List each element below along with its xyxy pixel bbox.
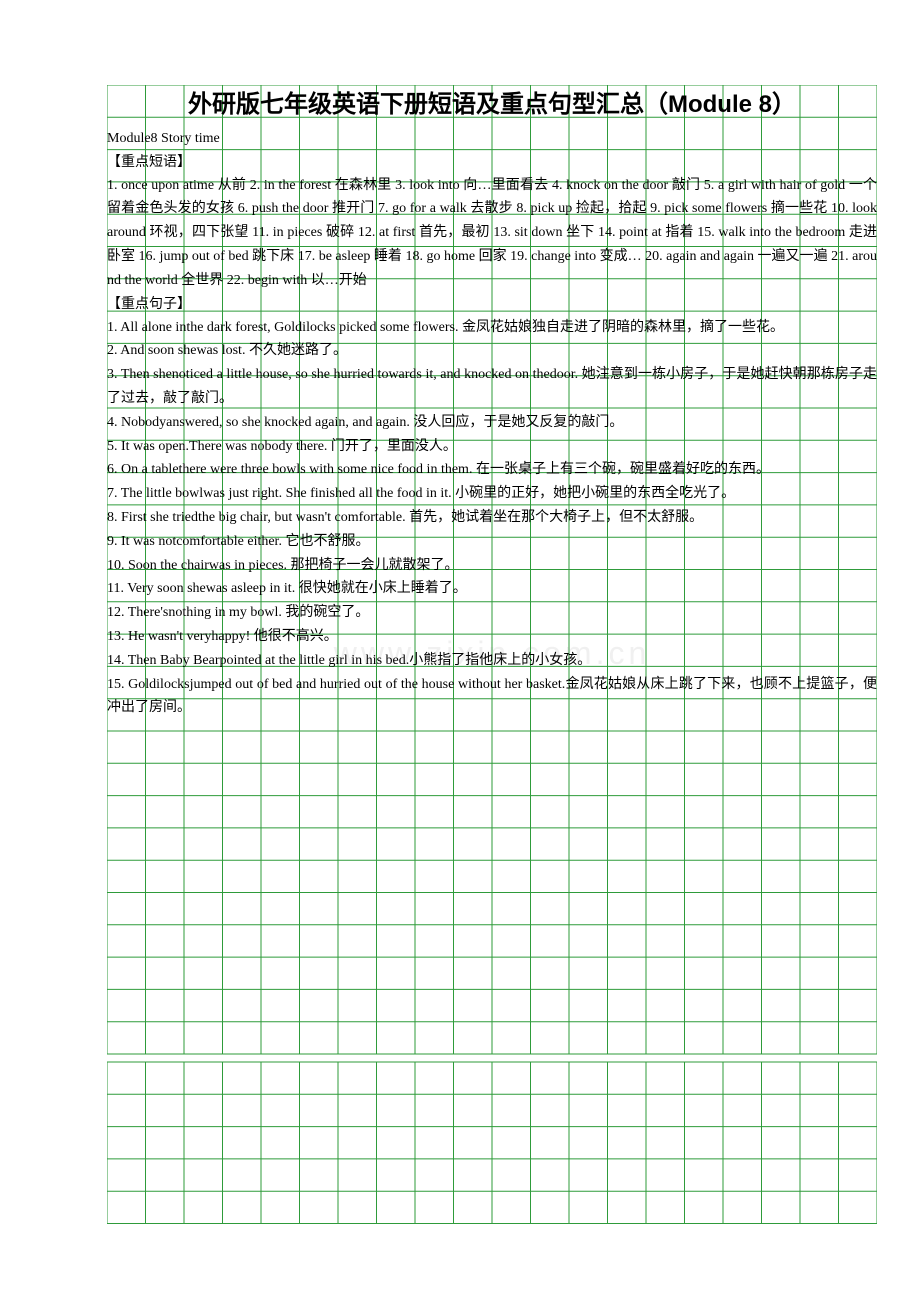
sentence-item: 14. Then Baby Bearpointed at the little … xyxy=(107,649,877,673)
sentence-item: 7. The little bowlwas just right. She fi… xyxy=(107,482,877,506)
phrases-text: 1. once upon atime 从前 2. in the forest 在… xyxy=(107,174,877,293)
sentence-item: 2. And soon shewas lost. 不久她迷路了。 xyxy=(107,339,877,363)
sentence-item: 13. He wasn't veryhappy! 他很不高兴。 xyxy=(107,625,877,649)
sentence-item: 5. It was open.There was nobody there. 门… xyxy=(107,435,877,459)
sentences-section-header: 【重点句子】 xyxy=(107,293,877,316)
phrases-section-header: 【重点短语】 xyxy=(107,151,877,174)
sentence-item: 9. It was notcomfortable either. 它也不舒服。 xyxy=(107,530,877,554)
sentence-item: 1. All alone inthe dark forest, Goldiloc… xyxy=(107,316,877,340)
module-subtitle: Module8 Story time xyxy=(107,128,877,151)
sentence-item: 3. Then shenoticed a little house, so sh… xyxy=(107,363,877,411)
document-content: 外研版七年级英语下册短语及重点句型汇总（Module 8） Module8 St… xyxy=(107,85,877,720)
sentence-item: 10. Soon the chairwas in pieces. 那把椅子一会儿… xyxy=(107,554,877,578)
sentence-item: 12. There'snothing in my bowl. 我的碗空了。 xyxy=(107,601,877,625)
page-title: 外研版七年级英语下册短语及重点句型汇总（Module 8） xyxy=(107,85,877,128)
sentence-item: 4. Nobodyanswered, so she knocked again,… xyxy=(107,411,877,435)
sentence-item: 6. On a tablethere were three bowls with… xyxy=(107,458,877,482)
sentence-item: 8. First she triedthe big chair, but was… xyxy=(107,506,877,530)
sentence-item: 11. Very soon shewas asleep in it. 很快她就在… xyxy=(107,577,877,601)
sentence-item: 15. Goldilocksjumped out of bed and hurr… xyxy=(107,673,877,721)
